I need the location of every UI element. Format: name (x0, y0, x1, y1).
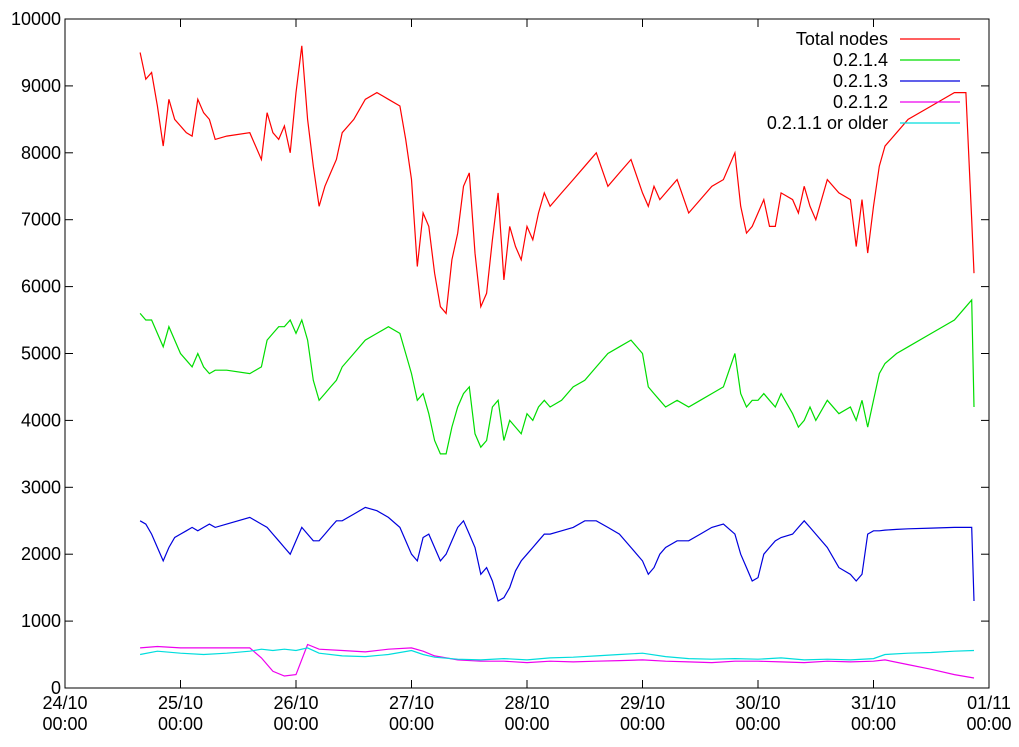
x-tick-label: 27/10 00:00 (389, 693, 434, 734)
legend: Total nodes0.2.1.40.2.1.30.2.1.20.2.1.1 … (767, 29, 960, 133)
series-line-3 (140, 643, 975, 679)
y-axis: 0 1000 2000 3000 4000 5000 6000 7000 8000 9000 100… (11, 9, 989, 698)
x-tick-label: 26/10 00:00 (273, 693, 318, 734)
x-axis: 24/10 00:00 25/10 00:00 26/10 00:00 27/10 00:00… (42, 19, 1012, 734)
y-tick-label: 5000 (21, 344, 61, 364)
legend-label: 0.2.1.4 (833, 50, 888, 70)
series-line-4 (139, 647, 975, 661)
x-tick-label: 31/10 00:00 (851, 693, 896, 734)
x-tick-label: 28/10 00:00 (504, 693, 549, 734)
legend-label: 0.2.1.2 (833, 92, 888, 112)
legend-label: Total nodes (796, 29, 888, 49)
series-line-0 (139, 45, 975, 315)
series-lines (139, 45, 975, 679)
y-tick-label: 9000 (21, 76, 61, 96)
x-tick-label: 29/10 00:00 (620, 693, 665, 734)
legend-label: 0.2.1.1 or older (767, 113, 888, 133)
y-tick-label: 10000 (11, 9, 61, 29)
y-tick-label: 0 (51, 678, 61, 698)
series-line-1 (139, 298, 975, 455)
y-tick-label: 2000 (21, 544, 61, 564)
y-tick-label: 3000 (21, 477, 61, 497)
x-tick-label: 01/11 00:00 (966, 693, 1011, 734)
x-tick-label: 30/10 00:00 (735, 693, 780, 734)
x-tick-label: 24/10 00:00 (42, 693, 87, 734)
series-line-2 (139, 506, 975, 602)
legend-label: 0.2.1.3 (833, 71, 888, 91)
y-tick-label: 6000 (21, 277, 61, 297)
y-tick-label: 8000 (21, 143, 61, 163)
x-tick-label: 25/10 00:00 (158, 693, 203, 734)
y-tick-label: 7000 (21, 210, 61, 230)
y-tick-label: 4000 (21, 410, 61, 430)
y-tick-label: 1000 (21, 611, 61, 631)
